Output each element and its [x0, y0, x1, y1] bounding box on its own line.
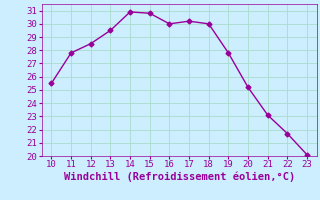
X-axis label: Windchill (Refroidissement éolien,°C): Windchill (Refroidissement éolien,°C)	[64, 172, 295, 182]
